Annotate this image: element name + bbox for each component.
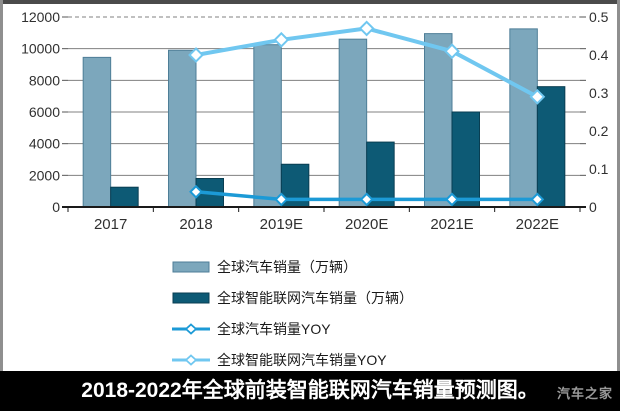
- legend-item: 全球汽车销量（万辆）: [172, 251, 413, 282]
- x-axis-label: 2020E: [345, 216, 388, 233]
- bar-light: [424, 33, 453, 208]
- right-axis-label: 0.2: [589, 123, 609, 139]
- left-axis-label: 4000: [29, 136, 60, 152]
- legend: 全球汽车销量（万辆） 全球智能联网汽车销量（万辆） 全球汽车销量YOY 全球智能联网汽…: [172, 251, 413, 375]
- left-axis-label: 8000: [29, 72, 60, 88]
- legend-line-marker-icon: [172, 322, 210, 335]
- right-axis-label: 0.3: [589, 85, 609, 101]
- diamond-marker-icon: [359, 192, 374, 207]
- legend-item: 全球智能联网汽车销量YOY: [172, 344, 413, 375]
- diamond-marker-icon: [445, 192, 459, 207]
- diamond-marker-icon: [189, 184, 203, 199]
- legend-diamond: [184, 322, 198, 335]
- right-axis-label: 0.1: [589, 161, 609, 177]
- left-axis-label: 10000: [21, 41, 60, 57]
- legend-item: 全球智能联网汽车销量（万辆）: [172, 282, 413, 313]
- diamond-marker-icon: [530, 192, 545, 207]
- legend-label: 全球汽车销量（万辆）: [217, 258, 357, 275]
- diamond-marker-icon: [188, 47, 204, 63]
- bar-light: [253, 44, 282, 208]
- legend-label: 全球智能联网汽车销量（万辆）: [217, 289, 413, 306]
- swatch: [172, 292, 210, 303]
- legend-diamond: [184, 353, 198, 366]
- footer-title: 2018-2022年全球前装智能联网汽车销量预测图。: [81, 379, 539, 402]
- bar-dark: [536, 86, 566, 208]
- bar-light: [82, 56, 112, 208]
- diamond-marker-icon: [274, 192, 289, 207]
- bar-light: [509, 28, 538, 208]
- legend-line-marker-icon: [172, 353, 210, 366]
- frame-border-top: [0, 0, 620, 4]
- legend-bar-swatch-icon: [172, 292, 210, 303]
- diamond-marker-icon: [444, 43, 460, 60]
- watermark-logo: 汽车之家: [556, 386, 613, 401]
- x-axis-label: 2019E: [260, 216, 303, 233]
- x-axis-label: 2018: [179, 216, 212, 233]
- left-axis-label: 2000: [29, 167, 60, 183]
- diamond-marker-icon: [273, 31, 290, 48]
- frame-border-left: [0, 0, 3, 371]
- x-axis-label: 2017: [94, 216, 127, 233]
- right-axis-label: 0.4: [589, 47, 609, 63]
- footer-bar: 2018-2022年全球前装智能联网汽车销量预测图。 汽车之家: [0, 371, 620, 411]
- bar-light: [168, 49, 197, 208]
- legend-bar-swatch-icon: [172, 261, 210, 272]
- swatch: [172, 261, 210, 272]
- legend-label: 全球汽车销量YOY: [217, 320, 331, 337]
- bar-dark: [110, 186, 139, 208]
- right-axis-label: 0: [589, 199, 597, 215]
- left-axis-label: 12000: [21, 9, 60, 25]
- legend-item: 全球汽车销量YOY: [172, 313, 413, 344]
- left-axis-label: 6000: [29, 104, 60, 120]
- legend-label: 全球智能联网汽车销量YOY: [217, 351, 387, 368]
- x-axis-label: 2021E: [430, 216, 473, 233]
- bar-light: [338, 38, 368, 208]
- chart-canvas: 12000 10000 8000 6000 4000 2000 0 0.5 0.4 0.3 0.2 0…: [21, 9, 609, 233]
- diamond-marker-icon: [529, 88, 546, 105]
- diamond-marker-icon: [358, 20, 375, 37]
- right-axis-label: 0.5: [589, 9, 609, 25]
- left-axis-label: 0: [52, 199, 60, 215]
- bar-dark: [451, 111, 480, 208]
- frame-border-right: [617, 0, 620, 371]
- x-axis-label: 2022E: [516, 216, 559, 233]
- bar-dark: [366, 141, 395, 208]
